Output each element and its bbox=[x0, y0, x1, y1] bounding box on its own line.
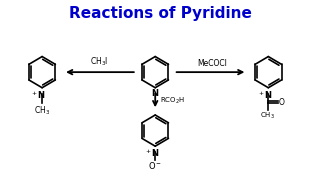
Text: $^+$N: $^+$N bbox=[143, 147, 159, 159]
Text: MeCOCl: MeCOCl bbox=[197, 59, 227, 68]
Text: $^+$N: $^+$N bbox=[30, 89, 46, 101]
Text: CH$_3$I: CH$_3$I bbox=[90, 55, 108, 68]
Text: RCO$_2$H: RCO$_2$H bbox=[160, 96, 185, 106]
Text: Reactions of Pyridine: Reactions of Pyridine bbox=[68, 6, 252, 21]
Text: O: O bbox=[278, 98, 284, 107]
Text: CH$_3$: CH$_3$ bbox=[34, 105, 50, 117]
Text: N: N bbox=[152, 89, 159, 98]
Text: CH$_3$: CH$_3$ bbox=[260, 111, 275, 121]
Text: O$^-$: O$^-$ bbox=[148, 161, 162, 172]
Text: $^+$N: $^+$N bbox=[257, 89, 272, 101]
